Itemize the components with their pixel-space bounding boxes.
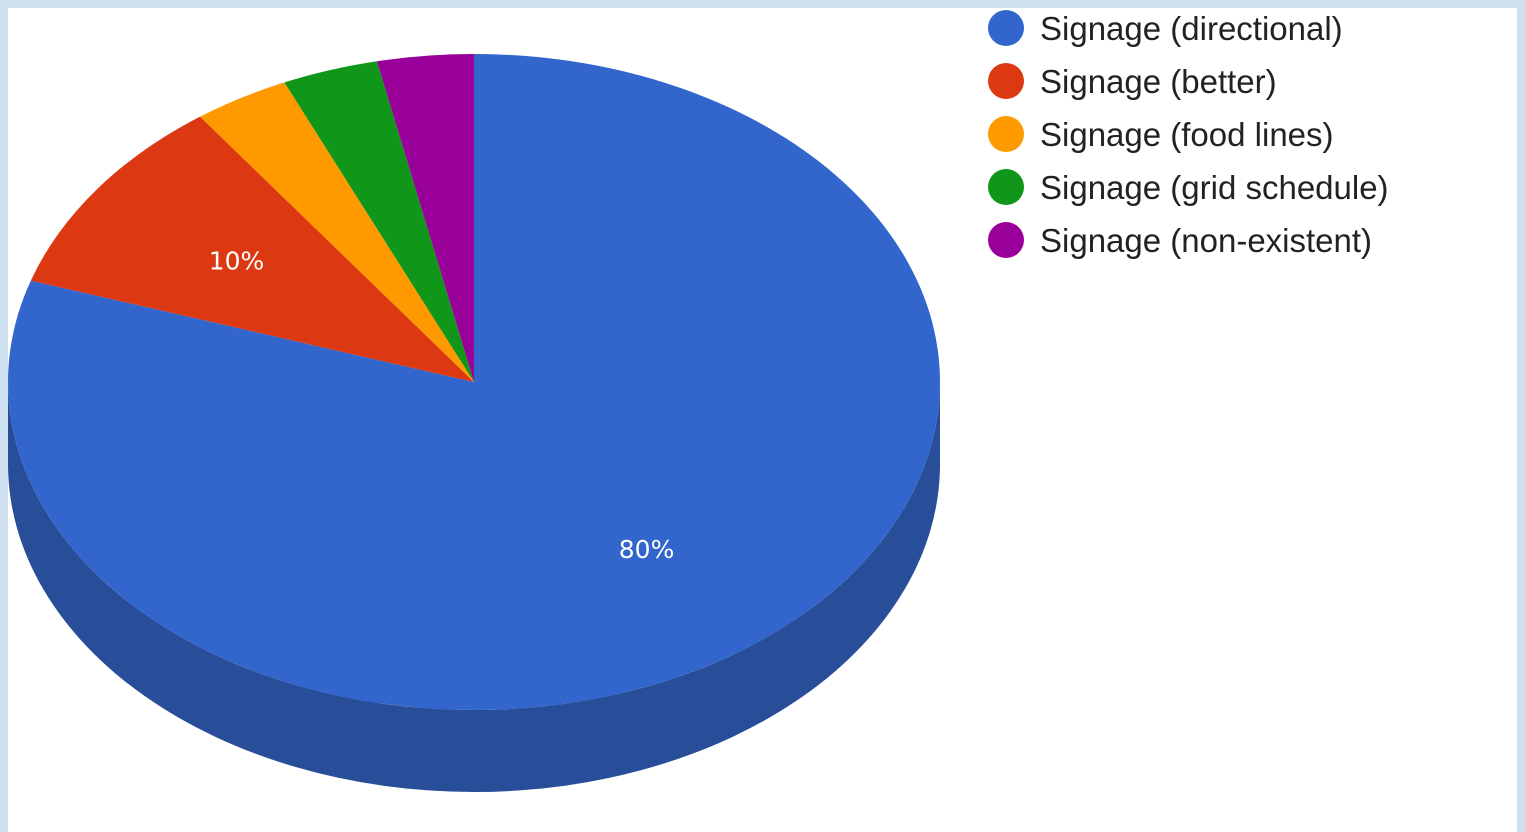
legend-label-signage-food-lines: Signage (food lines): [1040, 116, 1334, 153]
legend: Signage (directional) Signage (better) Sig…: [988, 10, 1389, 259]
legend-marker-signage-non-existent: [988, 222, 1024, 258]
pie-3d-sides: [8, 382, 940, 792]
legend-label-signage-directional: Signage (directional): [1040, 10, 1343, 47]
slice-signage-better[interactable]: [30, 116, 474, 382]
legend-label-signage-better: Signage (better): [1040, 63, 1277, 100]
slice-signage-non-existent[interactable]: [376, 54, 474, 382]
slice-signage-grid-schedule[interactable]: [284, 61, 474, 383]
legend-marker-signage-better: [988, 63, 1024, 99]
pie-slices: [7, 54, 940, 710]
legend-marker-signage-directional: [988, 10, 1024, 46]
data-label-signage-directional: 80%: [619, 535, 675, 564]
legend-label-signage-non-existent: Signage (non-existent): [1040, 222, 1372, 259]
data-label-signage-better: 10%: [209, 247, 265, 276]
slice-signage-directional[interactable]: [7, 54, 940, 710]
legend-label-signage-grid-schedule: Signage (grid schedule): [1040, 169, 1389, 206]
legend-marker-signage-grid-schedule: [988, 169, 1024, 205]
slice-signage-food-lines[interactable]: [200, 82, 474, 382]
pie-data-labels: 80% 10%: [209, 247, 675, 565]
slice-side-signage-directional: [8, 382, 940, 792]
legend-marker-signage-food-lines: [988, 116, 1024, 152]
